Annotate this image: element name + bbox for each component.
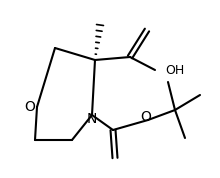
Text: OH: OH	[165, 64, 184, 77]
Text: O: O	[25, 100, 35, 114]
Text: O: O	[141, 110, 151, 124]
Text: N: N	[87, 112, 97, 126]
